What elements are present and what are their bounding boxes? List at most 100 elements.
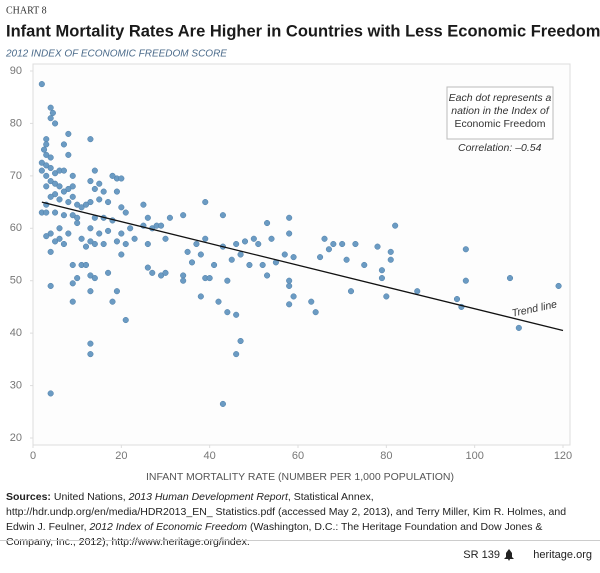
site: heritage.org	[533, 549, 592, 561]
data-point	[312, 309, 319, 316]
data-point	[206, 275, 213, 282]
data-point	[374, 243, 381, 250]
data-point	[268, 235, 275, 242]
data-point	[127, 225, 134, 232]
data-point	[118, 230, 125, 237]
data-point	[105, 227, 112, 234]
y-tick-label: 50	[10, 275, 22, 287]
data-point	[162, 235, 169, 242]
data-point	[113, 188, 120, 195]
data-point	[325, 246, 332, 253]
data-point	[255, 240, 262, 248]
data-point	[47, 104, 54, 111]
data-point	[47, 164, 54, 172]
data-point	[91, 167, 98, 174]
data-point	[241, 238, 249, 245]
data-point	[69, 193, 76, 200]
data-point	[87, 272, 94, 279]
data-point	[286, 214, 293, 221]
data-point	[228, 256, 235, 263]
data-point	[339, 240, 346, 248]
note-line: Each dot represents a	[449, 92, 552, 104]
data-point	[65, 185, 72, 193]
y-tick-label: 80	[10, 117, 22, 129]
data-point	[65, 230, 72, 237]
data-point	[82, 201, 90, 208]
data-point	[131, 235, 138, 242]
data-point	[144, 240, 151, 248]
data-point	[317, 254, 324, 261]
data-point	[38, 81, 45, 88]
data-point	[47, 230, 54, 237]
data-point	[188, 259, 196, 266]
data-point	[100, 188, 107, 195]
data-point	[47, 282, 54, 290]
data-point	[387, 256, 394, 263]
data-point	[87, 288, 94, 295]
data-point	[87, 199, 94, 206]
x-tick-label: 60	[292, 450, 304, 462]
data-point	[65, 199, 72, 206]
data-point	[166, 214, 173, 221]
data-point	[392, 222, 399, 229]
x-tick-label: 40	[204, 450, 216, 462]
data-point	[122, 316, 129, 324]
source-text: (Washington, D.C.: The Heritage Foundati…	[6, 521, 543, 548]
data-point	[47, 154, 54, 161]
data-point	[43, 141, 50, 148]
data-point	[233, 311, 240, 318]
data-point	[56, 225, 63, 232]
data-point	[281, 251, 288, 258]
data-point	[47, 115, 54, 122]
data-point	[87, 351, 94, 358]
correlation: Correlation: –0.54	[458, 142, 542, 154]
data-point	[352, 240, 359, 248]
data-point	[414, 288, 421, 295]
footer: SR 139 heritage.org	[0, 540, 600, 573]
data-point	[87, 136, 94, 143]
x-axis-label: INFANT MORTALITY RATE (NUMBER PER 1,000 …	[146, 471, 454, 483]
report-id: SR 139	[463, 549, 500, 561]
note-box	[446, 86, 554, 140]
data-point	[69, 172, 76, 179]
data-point	[52, 120, 59, 127]
y-tick-label: 70	[10, 170, 22, 182]
data-point	[91, 240, 98, 248]
data-point	[56, 235, 63, 242]
data-point	[361, 261, 368, 269]
data-point	[40, 146, 48, 153]
data-point	[246, 261, 253, 269]
data-point	[321, 235, 328, 242]
data-point	[69, 183, 76, 190]
data-point	[105, 199, 112, 206]
data-point	[140, 201, 147, 208]
data-point	[113, 288, 120, 295]
x-tick-label: 0	[30, 450, 36, 462]
data-point	[87, 178, 94, 185]
data-point	[43, 209, 50, 216]
data-point	[202, 199, 209, 206]
data-point	[69, 298, 76, 305]
data-point	[87, 238, 94, 245]
data-point	[184, 248, 191, 255]
data-point	[87, 225, 94, 232]
data-point	[43, 136, 50, 143]
data-point	[82, 243, 90, 250]
source-text: 2013 Human Development Report	[128, 491, 288, 503]
data-point	[118, 175, 125, 182]
data-point	[286, 230, 293, 237]
y-axis-label: 2012 INDEX OF ECONOMIC FREEDOM SCORE	[5, 49, 227, 60]
data-point	[60, 167, 67, 174]
data-point	[264, 272, 271, 279]
data-point	[52, 170, 59, 177]
data-point	[74, 275, 81, 282]
trend-line	[41, 201, 564, 332]
data-point	[56, 196, 63, 203]
bell-icon	[504, 549, 514, 561]
data-point	[219, 400, 226, 407]
data-point	[69, 280, 76, 287]
data-point	[197, 251, 204, 258]
data-point	[264, 219, 271, 227]
data-point	[453, 296, 461, 303]
data-point	[506, 275, 514, 282]
